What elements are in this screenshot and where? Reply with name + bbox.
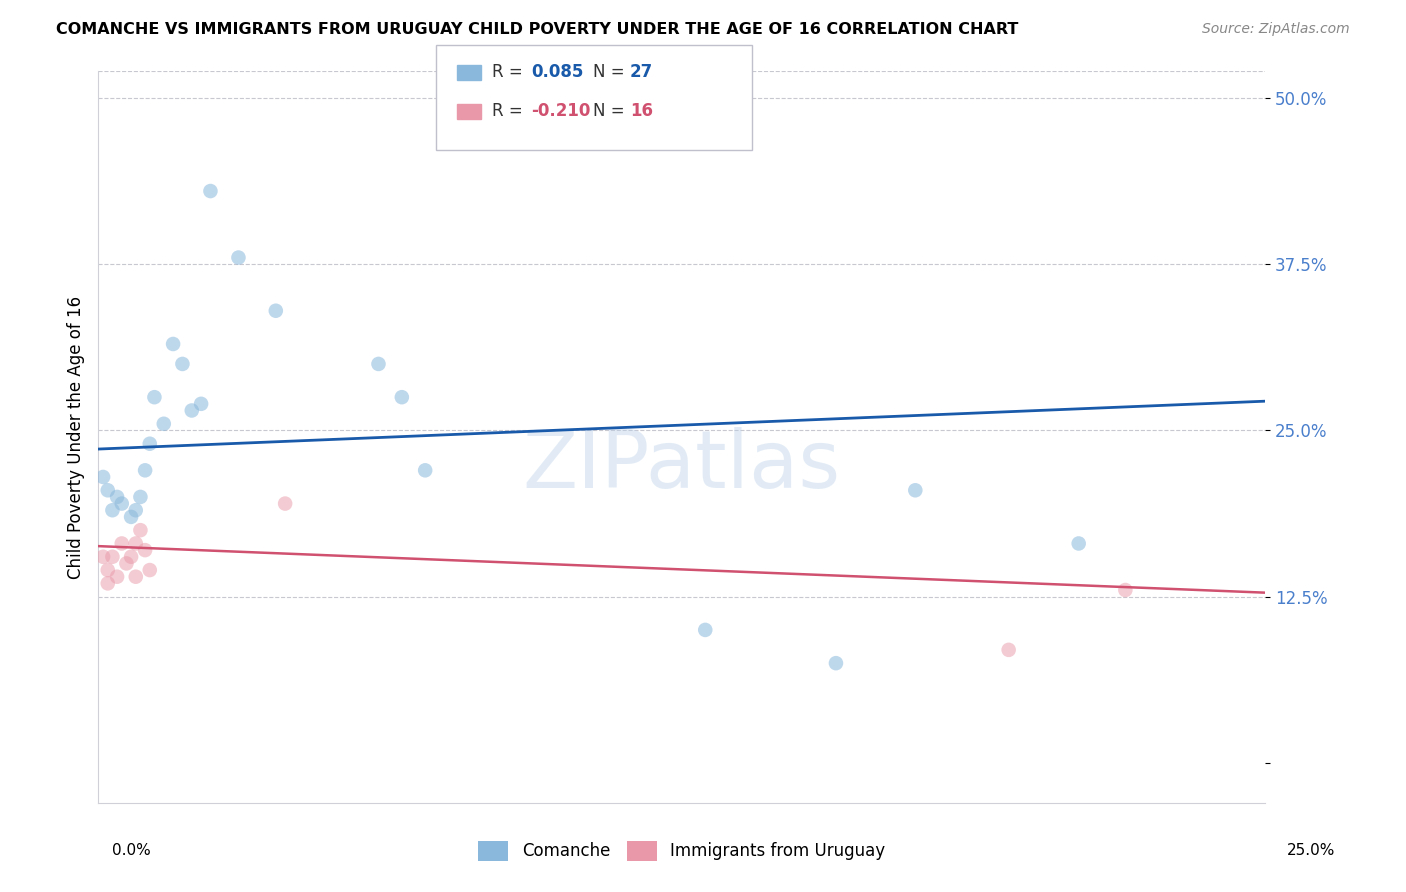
Point <box>134 463 156 477</box>
Point <box>139 563 162 577</box>
Text: 0.085: 0.085 <box>531 63 583 81</box>
Point <box>264 303 287 318</box>
Text: R =: R = <box>492 103 529 120</box>
Point <box>134 543 156 558</box>
Point <box>101 549 124 564</box>
Text: R =: R = <box>492 63 529 81</box>
Point <box>91 470 114 484</box>
Point <box>125 570 148 584</box>
Point <box>129 490 152 504</box>
Text: Source: ZipAtlas.com: Source: ZipAtlas.com <box>1202 22 1350 37</box>
Point <box>111 536 134 550</box>
Text: 25.0%: 25.0% <box>1288 843 1336 858</box>
Point <box>172 357 194 371</box>
Point <box>105 570 128 584</box>
Point <box>143 390 166 404</box>
Point <box>825 656 848 670</box>
Point <box>115 557 138 571</box>
Point <box>274 497 297 511</box>
Point <box>125 503 148 517</box>
Point <box>120 509 142 524</box>
Text: ZIPatlas: ZIPatlas <box>523 427 841 506</box>
Text: 0.0%: 0.0% <box>112 843 152 858</box>
Point <box>228 251 250 265</box>
Point <box>904 483 927 498</box>
Text: 27: 27 <box>630 63 654 81</box>
Point <box>101 503 124 517</box>
Point <box>180 403 202 417</box>
Point <box>997 643 1019 657</box>
Text: COMANCHE VS IMMIGRANTS FROM URUGUAY CHILD POVERTY UNDER THE AGE OF 16 CORRELATIO: COMANCHE VS IMMIGRANTS FROM URUGUAY CHIL… <box>56 22 1018 37</box>
Point <box>695 623 717 637</box>
Point <box>139 436 162 450</box>
Point <box>1067 536 1090 550</box>
Point <box>152 417 174 431</box>
Point <box>367 357 389 371</box>
Point <box>111 497 134 511</box>
Point <box>105 490 128 504</box>
Point <box>391 390 413 404</box>
Legend: Comanche, Immigrants from Uruguay: Comanche, Immigrants from Uruguay <box>472 834 891 868</box>
Point <box>97 563 120 577</box>
Text: -0.210: -0.210 <box>531 103 591 120</box>
Point <box>120 549 142 564</box>
Point <box>190 397 212 411</box>
Text: N =: N = <box>593 63 630 81</box>
Point <box>1114 582 1136 597</box>
Text: N =: N = <box>593 103 630 120</box>
Point <box>129 523 152 537</box>
Point <box>200 184 222 198</box>
Y-axis label: Child Poverty Under the Age of 16: Child Poverty Under the Age of 16 <box>66 295 84 579</box>
Point <box>125 536 148 550</box>
Point <box>97 483 120 498</box>
Point <box>162 337 184 351</box>
Point <box>578 131 600 145</box>
Point <box>91 549 114 564</box>
Point <box>97 576 120 591</box>
Point <box>413 463 436 477</box>
Text: 16: 16 <box>630 103 652 120</box>
